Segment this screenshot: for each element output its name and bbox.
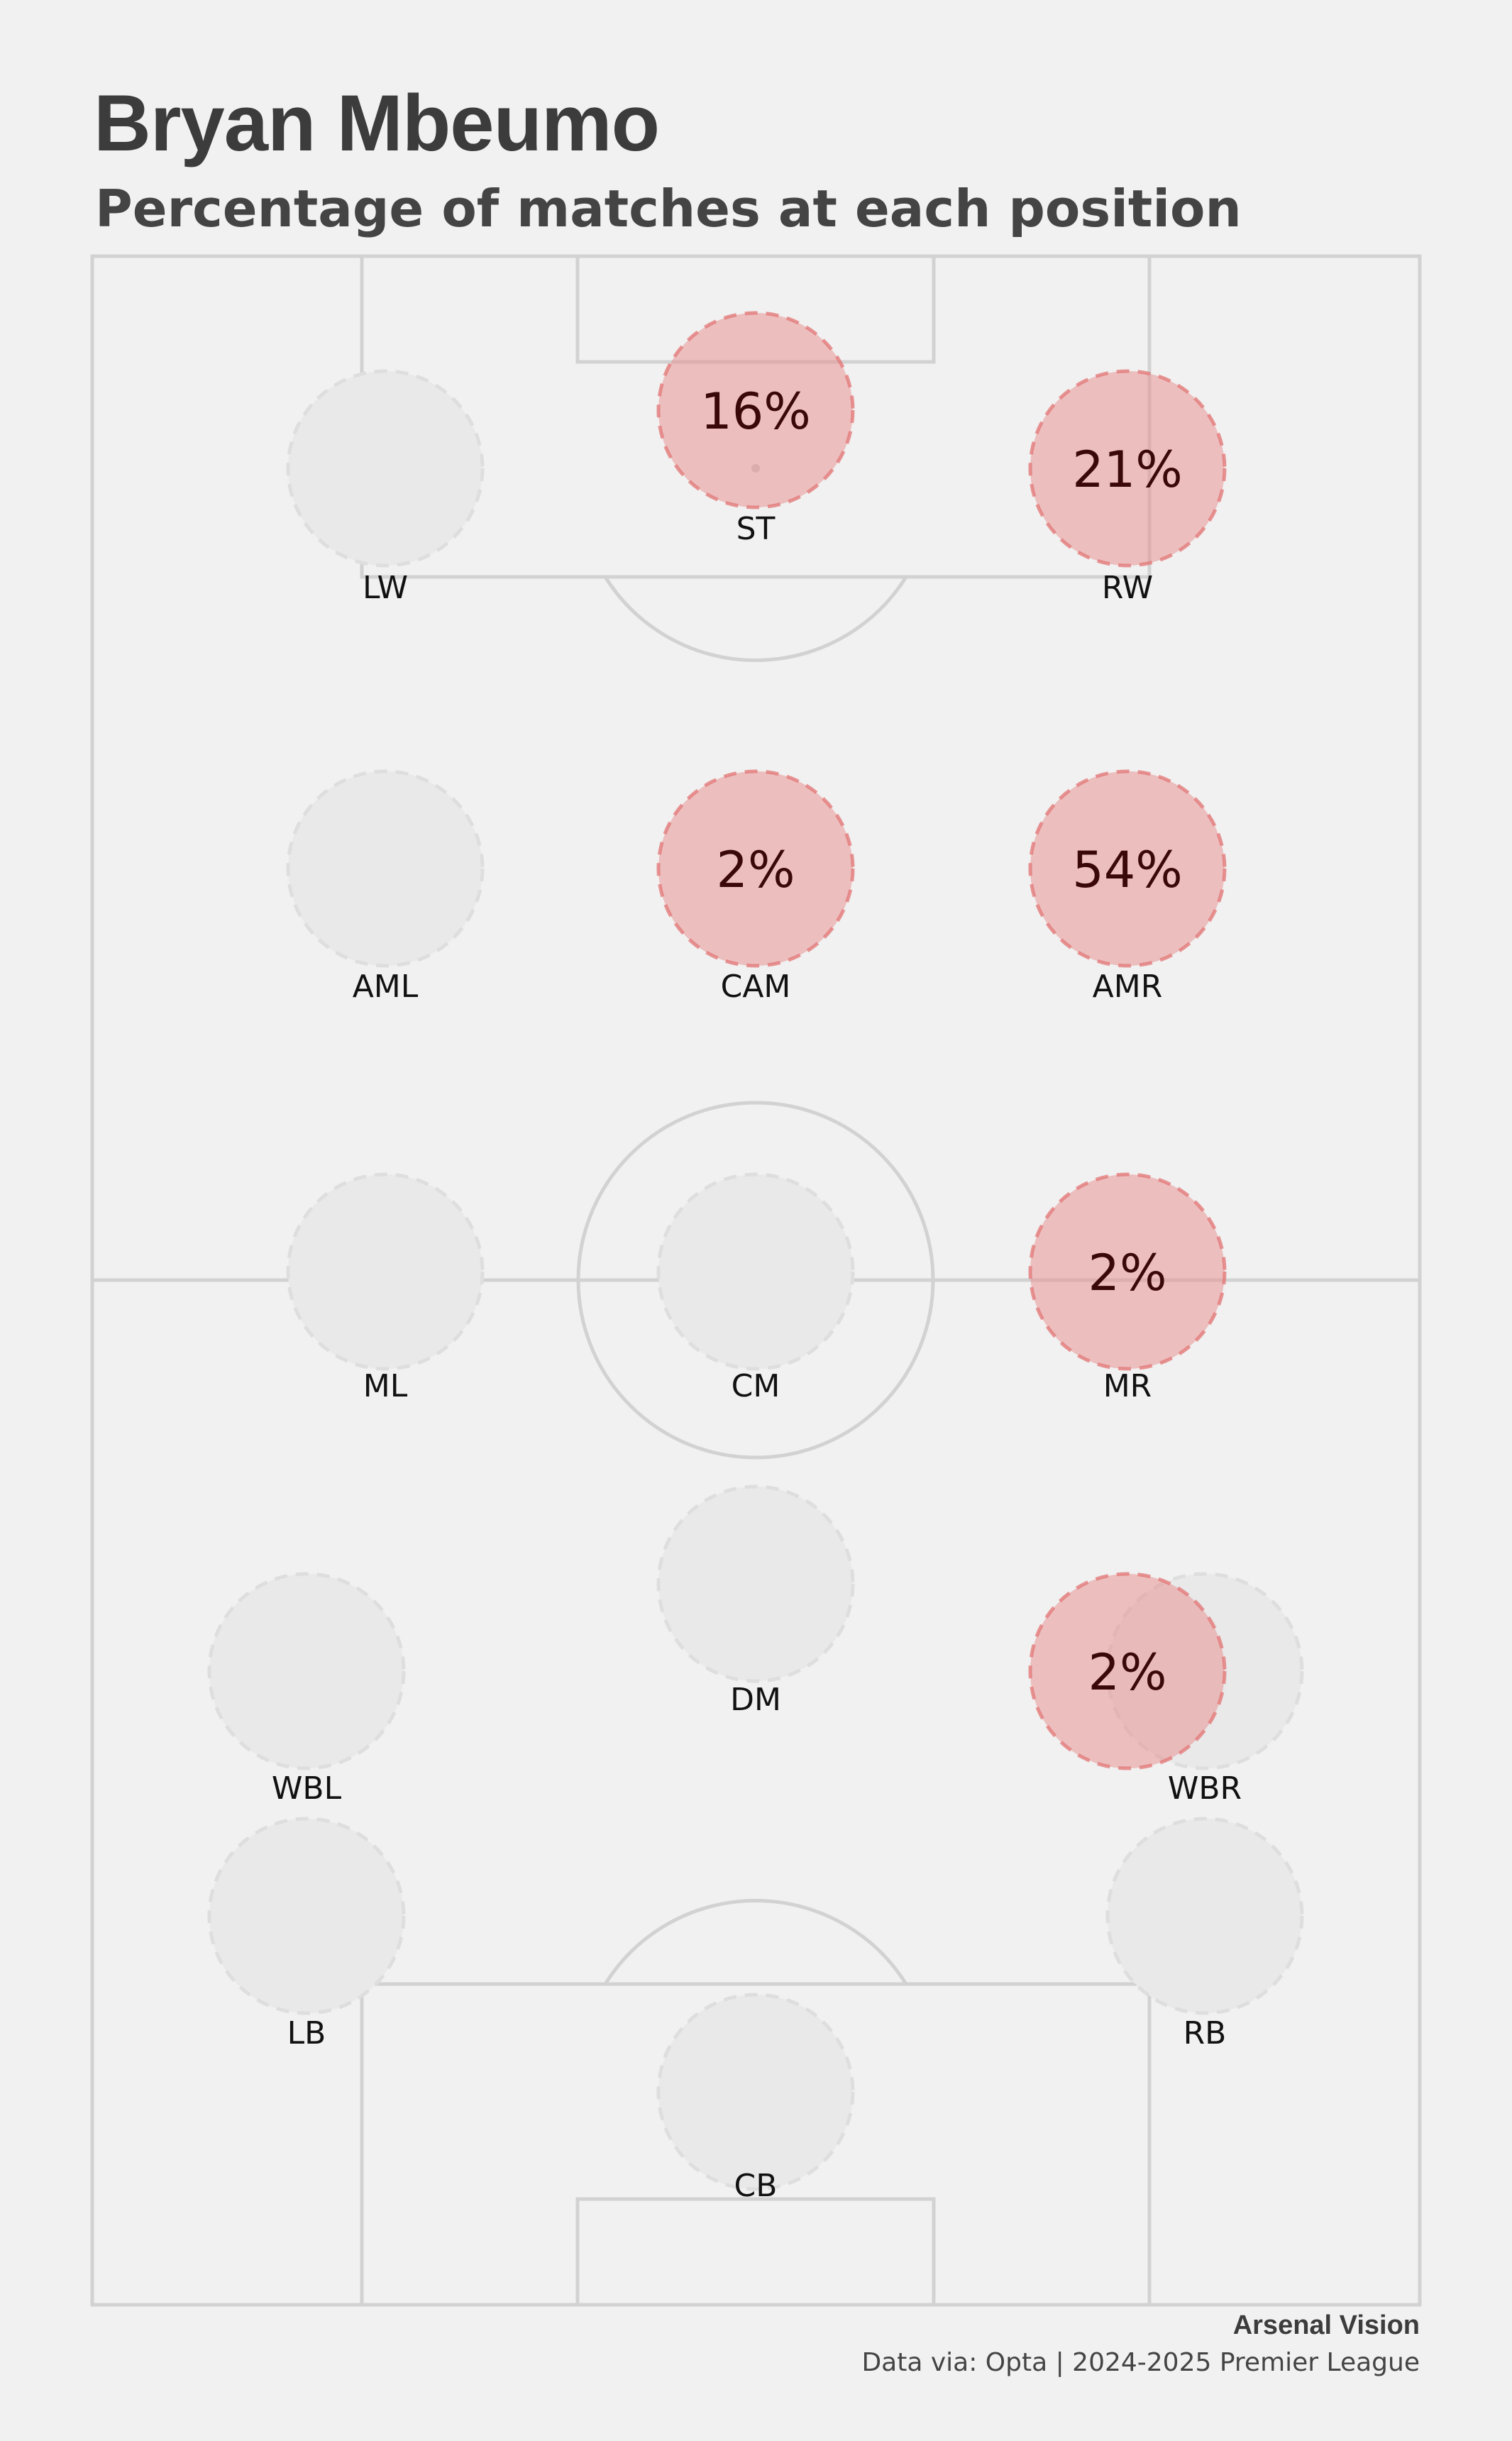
- position-label-wbl: WBL: [272, 1770, 342, 1807]
- bubble-amr-active: [1028, 769, 1227, 968]
- bubble-lw: [286, 369, 485, 568]
- bubble-cb: [656, 1993, 855, 2191]
- bubble-st-active: [656, 311, 855, 509]
- position-label-lb: LB: [287, 2015, 326, 2051]
- footer-brand: Arsenal Vision: [1232, 2310, 1420, 2340]
- chart-title: Bryan Mbeumo: [94, 79, 660, 167]
- position-label-cm: CM: [732, 1368, 780, 1404]
- value-label-amr: 54%: [1072, 841, 1183, 899]
- position-label-aml: AML: [353, 969, 419, 1005]
- centre-circle: [576, 1101, 935, 1460]
- bubble-mr-active: [1028, 1172, 1227, 1371]
- position-label-cam: CAM: [721, 969, 791, 1005]
- position-label-lw: LW: [363, 570, 408, 606]
- value-label-st: 16%: [700, 382, 811, 441]
- position-labels: LW ST RW AML CAM AMR ML CM MR DM WBL WBR LB RB CB: [272, 511, 1242, 2204]
- bubble-wbl: [207, 1572, 406, 1770]
- bubble-cm: [656, 1172, 855, 1371]
- position-label-rb: RB: [1183, 2015, 1227, 2051]
- value-label-amr-wb: 2%: [1088, 1643, 1166, 1702]
- position-label-amr: AMR: [1093, 969, 1163, 1005]
- bubble-amr-wb-active: [1028, 1572, 1227, 1770]
- bubble-aml: [286, 769, 485, 968]
- value-label-cam: 2%: [716, 841, 795, 899]
- footer-source: Data via: Opta | 2024-2025 Premier Leagu…: [861, 2348, 1420, 2377]
- bubble-lb: [207, 1817, 406, 2015]
- position-label-wbr: WBR: [1168, 1770, 1242, 1807]
- chart-subtitle: Percentage of matches at each position: [95, 179, 1242, 238]
- bubble-rw-active: [1028, 369, 1227, 568]
- value-label-rw: 21%: [1072, 441, 1183, 499]
- position-label-mr: MR: [1103, 1368, 1152, 1404]
- bottom-penalty-arc: [603, 1899, 908, 1985]
- position-label-rw: RW: [1102, 570, 1153, 606]
- bubble-cam-active: [656, 769, 855, 968]
- bubble-rb: [1105, 1817, 1304, 2015]
- inactive-bubbles: [207, 369, 1304, 2191]
- position-label-ml: ML: [363, 1368, 408, 1404]
- position-label-dm: DM: [730, 1682, 781, 1718]
- value-label-mr: 2%: [1088, 1244, 1166, 1302]
- top-penalty-arc: [603, 575, 908, 662]
- active-bubbles: 16% 21% 2% 54% 2% 2%: [656, 311, 1227, 1770]
- bubble-ml: [286, 1172, 485, 1371]
- bubble-dm: [656, 1484, 855, 1683]
- position-label-st: ST: [736, 511, 776, 547]
- bottom-six-yard-box: [575, 2197, 936, 2307]
- position-label-cb: CB: [734, 2168, 778, 2204]
